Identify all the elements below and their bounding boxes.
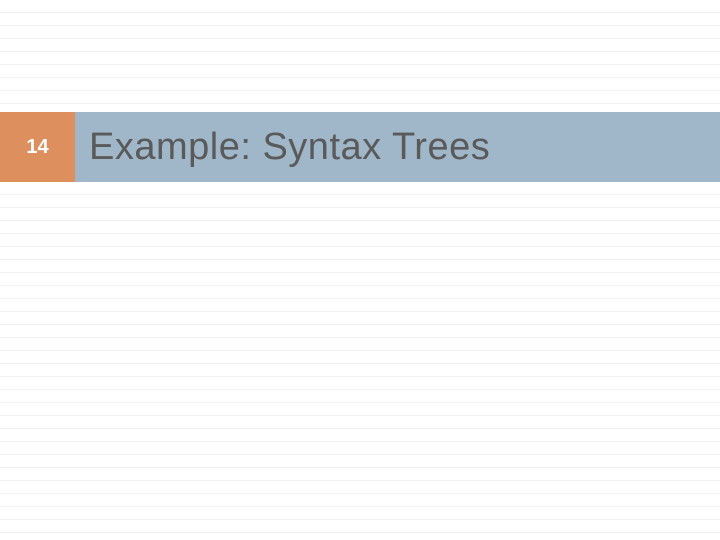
page-number: 14 (26, 136, 48, 159)
title-box: Example: Syntax Trees (75, 112, 720, 182)
slide: 14 Example: Syntax Trees (0, 0, 720, 540)
page-number-box: 14 (0, 112, 75, 182)
slide-title: Example: Syntax Trees (89, 126, 490, 169)
slide-header: 14 Example: Syntax Trees (0, 112, 720, 182)
